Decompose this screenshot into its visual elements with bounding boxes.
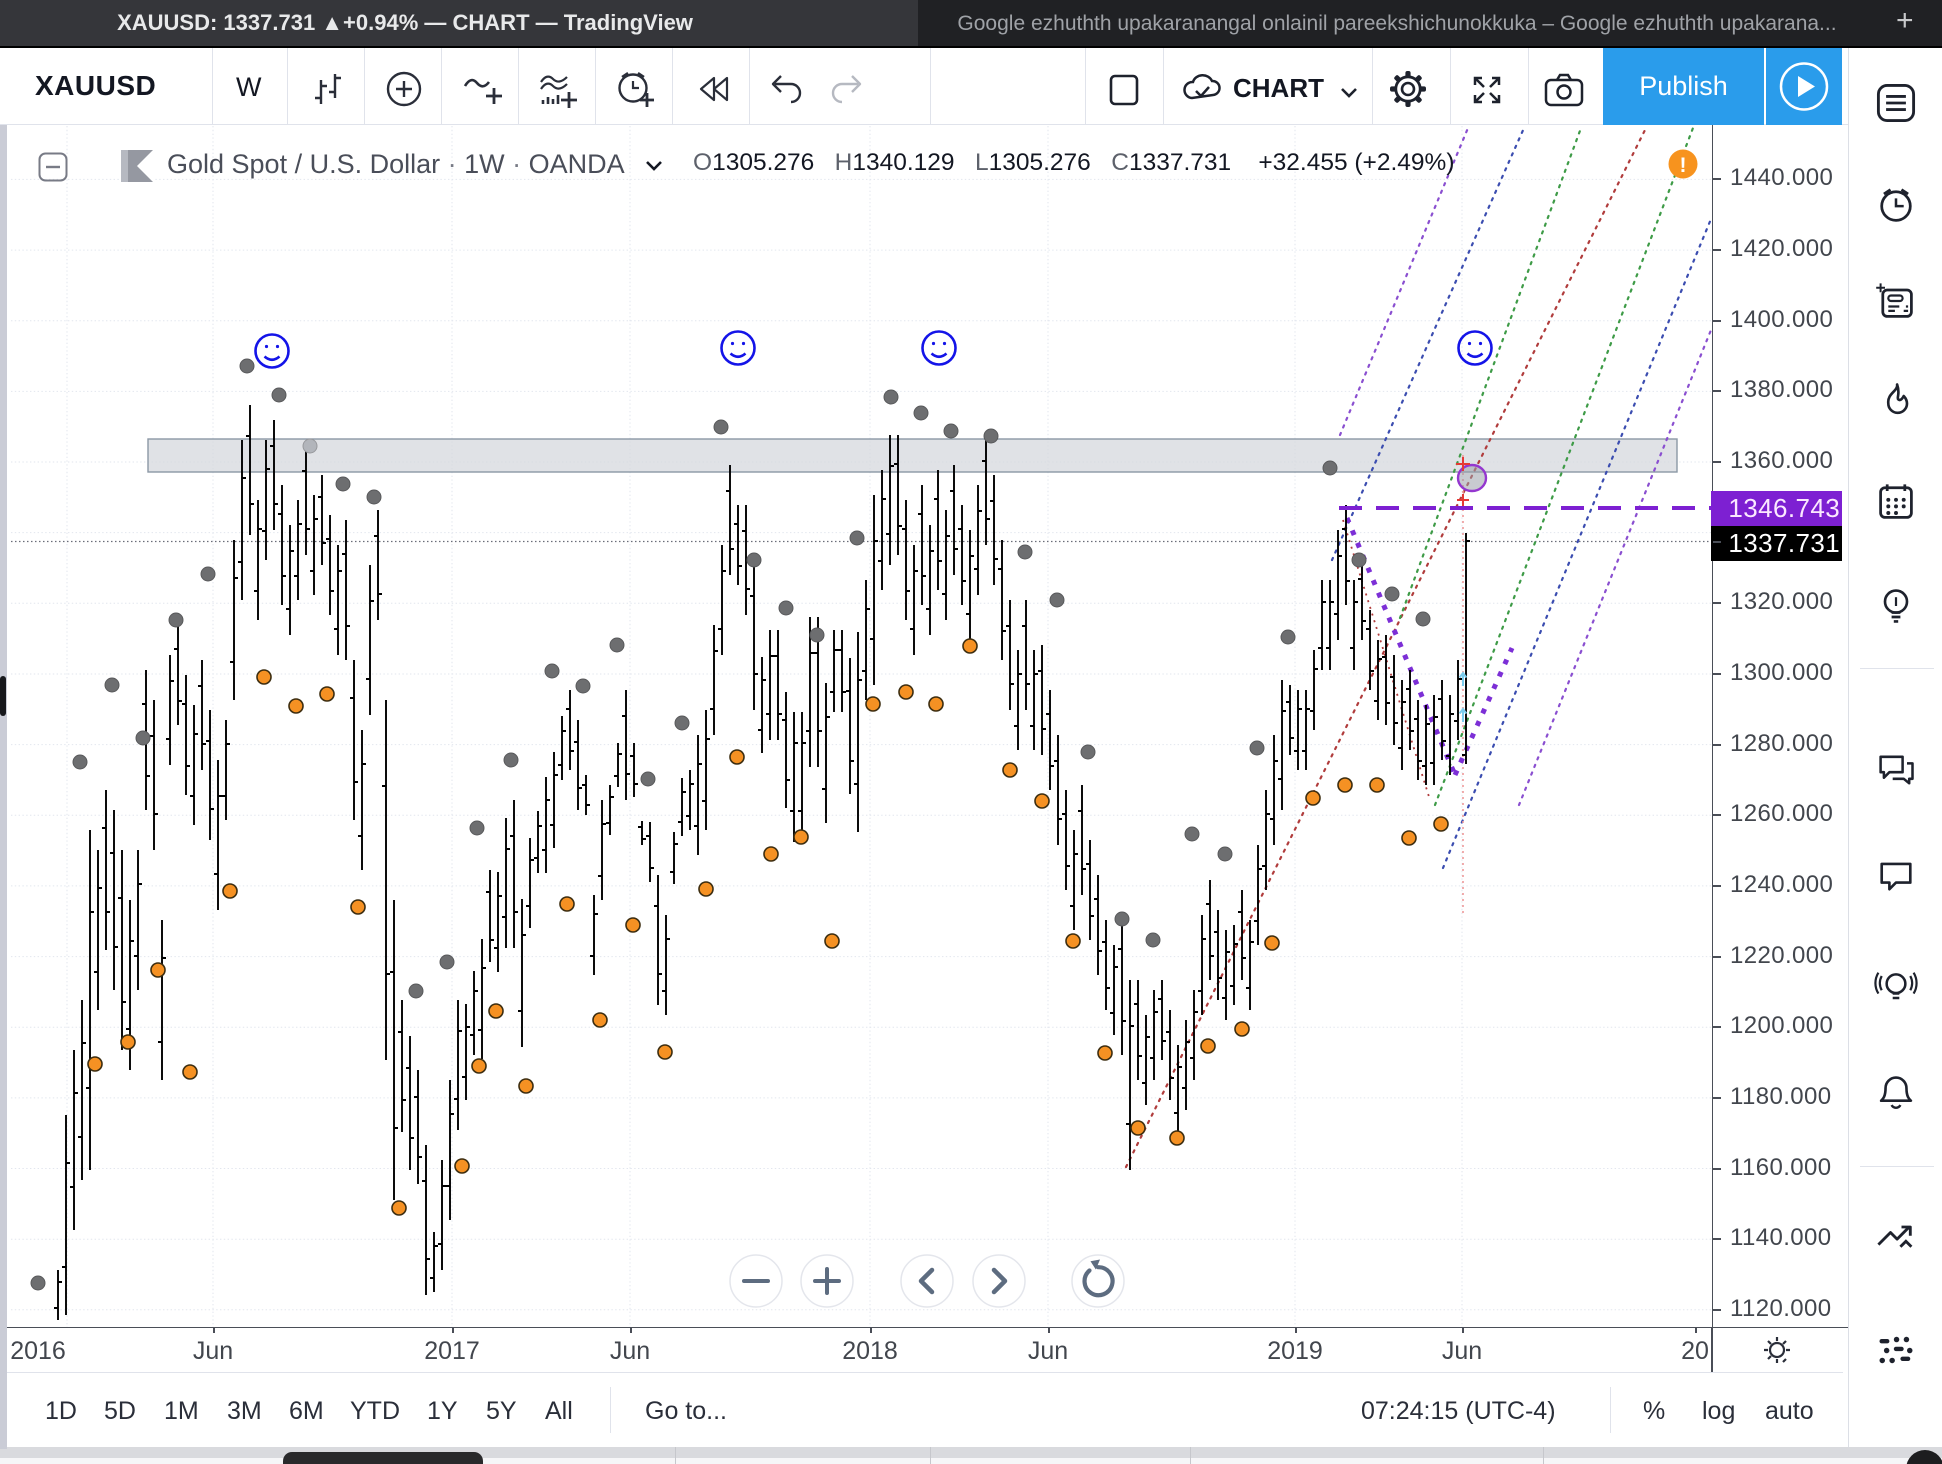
svg-text:!: ! — [1680, 154, 1687, 177]
